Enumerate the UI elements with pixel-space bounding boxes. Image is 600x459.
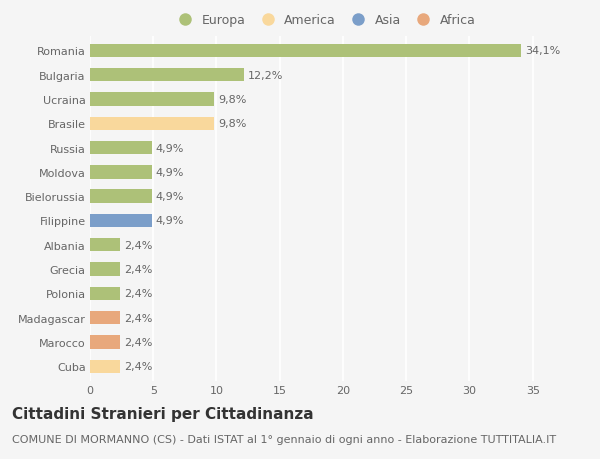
Bar [90,93,214,106]
Text: 9,8%: 9,8% [218,119,246,129]
Bar [90,141,152,155]
Bar [90,239,121,252]
Text: Cittadini Stranieri per Cittadinanza: Cittadini Stranieri per Cittadinanza [12,406,314,421]
Text: 2,4%: 2,4% [124,240,152,250]
Bar [90,118,214,131]
Text: 2,4%: 2,4% [124,264,152,274]
Bar [90,166,152,179]
Text: 4,9%: 4,9% [156,216,184,226]
Bar [90,45,521,58]
Text: 2,4%: 2,4% [124,289,152,299]
Text: 4,9%: 4,9% [156,192,184,202]
Text: COMUNE DI MORMANNO (CS) - Dati ISTAT al 1° gennaio di ogni anno - Elaborazione T: COMUNE DI MORMANNO (CS) - Dati ISTAT al … [12,434,556,444]
Text: 9,8%: 9,8% [218,95,246,105]
Bar [90,311,121,325]
Legend: Europa, America, Asia, Africa: Europa, America, Asia, Africa [173,14,475,27]
Bar [90,214,152,228]
Text: 2,4%: 2,4% [124,361,152,371]
Text: 4,9%: 4,9% [156,143,184,153]
Bar [90,336,121,349]
Text: 34,1%: 34,1% [525,46,560,56]
Bar [90,287,121,300]
Bar [90,263,121,276]
Text: 2,4%: 2,4% [124,337,152,347]
Bar [90,360,121,373]
Text: 2,4%: 2,4% [124,313,152,323]
Bar [90,69,244,82]
Text: 12,2%: 12,2% [248,71,283,80]
Bar [90,190,152,203]
Text: 4,9%: 4,9% [156,168,184,178]
